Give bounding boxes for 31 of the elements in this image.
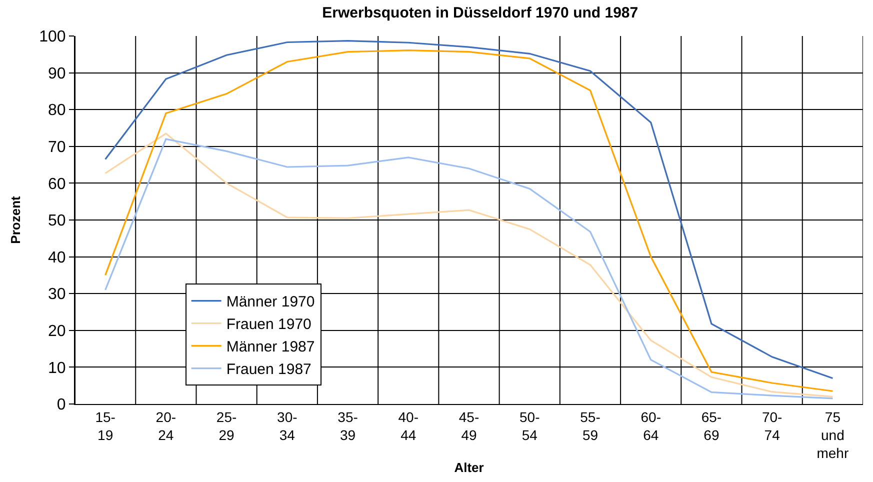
x-tick-label: 50- 54 (520, 408, 540, 443)
y-axis-title: Prozent (8, 195, 24, 244)
y-tick-label: 100 (39, 28, 66, 46)
x-tick-label: 40- 44 (398, 408, 419, 443)
y-tick-label: 10 (48, 360, 66, 377)
x-axis-title: Alter (454, 460, 484, 475)
x-tick-label: 65- 69 (701, 408, 722, 443)
x-tick-label: 70- 74 (762, 408, 783, 443)
y-tick-label: 70 (48, 139, 66, 156)
y-tick-label: 20 (48, 323, 66, 340)
x-tick-label: 55- 59 (580, 408, 601, 443)
x-tick-label: 45- 49 (458, 408, 480, 443)
x-tick-label: 25- 29 (216, 408, 237, 443)
y-tick-label: 30 (48, 286, 66, 304)
y-tick-label: 60 (48, 176, 66, 193)
y-tick-label: 90 (48, 65, 66, 82)
legend-label: Frauen 1987 (226, 361, 312, 378)
y-tick-label: 50 (48, 212, 66, 230)
x-tick-label: 35- 39 (338, 408, 358, 443)
y-tick-label: 80 (48, 102, 66, 120)
x-tick-label: 30- 34 (277, 408, 298, 443)
x-tick-label: 20- 24 (156, 408, 176, 443)
x-tick-label: 60- 64 (640, 408, 662, 443)
legend-label: Männer 1970 (226, 294, 315, 311)
x-tick-label: 75 und mehr (816, 408, 849, 462)
x-tick-label: 15- 19 (95, 408, 116, 443)
chart-title: Erwerbsquoten in Düsseldorf 1970 und 1987 (322, 4, 638, 22)
y-tick-label: 40 (48, 249, 66, 266)
legend-label: Männer 1987 (226, 338, 315, 356)
y-tick-label: 0 (56, 396, 66, 414)
legend-label: Frauen 1970 (226, 316, 312, 334)
